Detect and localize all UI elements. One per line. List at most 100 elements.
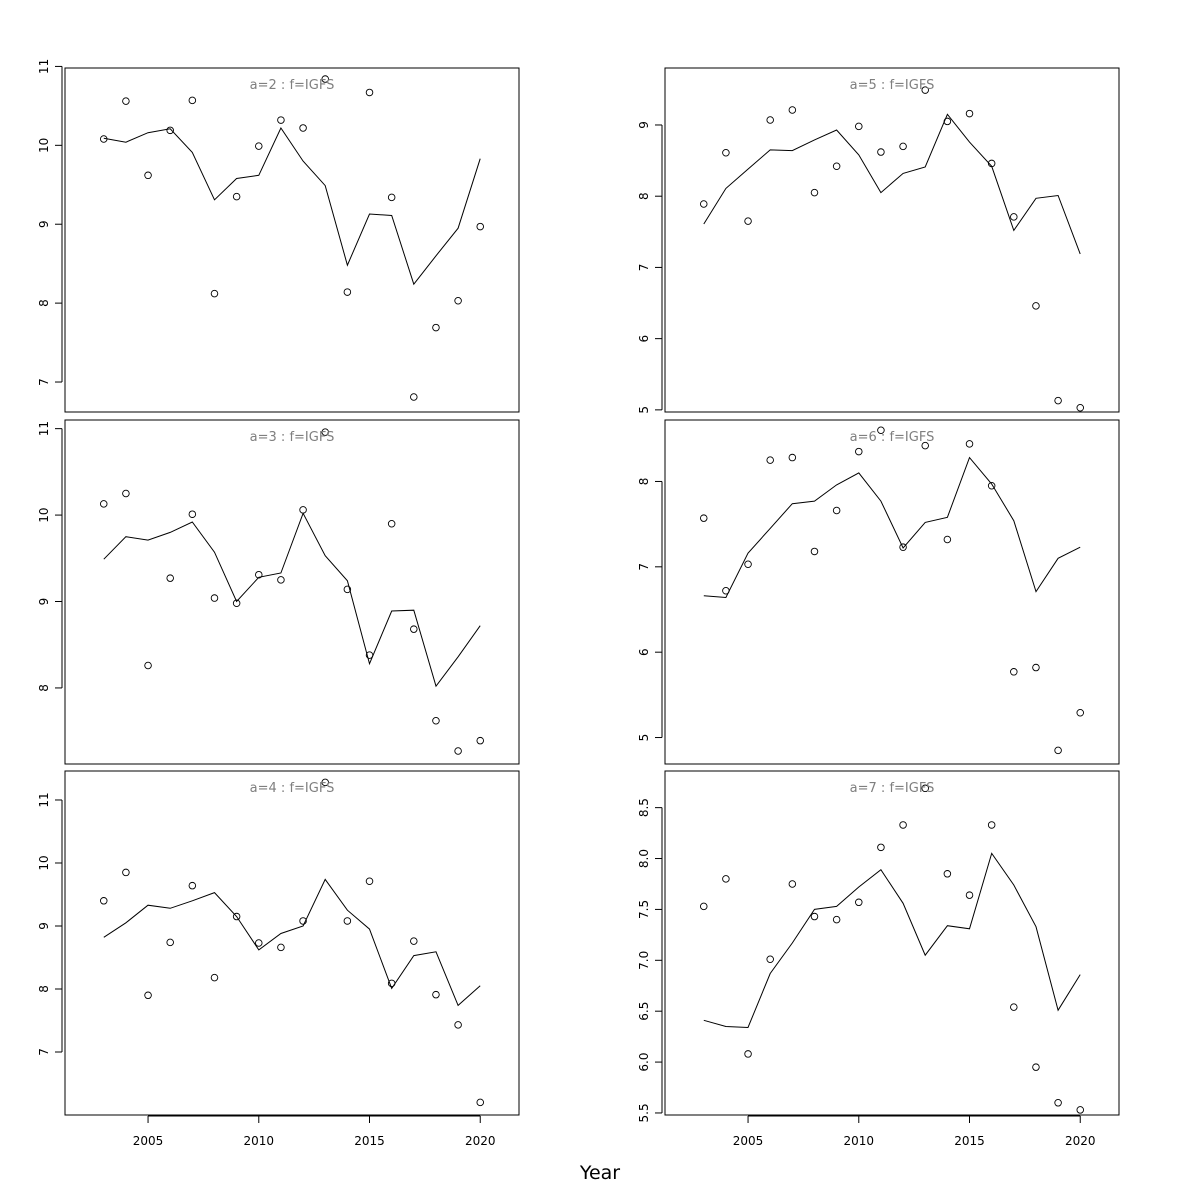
data-point xyxy=(744,560,752,569)
y-tick-label: 11 xyxy=(37,59,51,74)
data-point xyxy=(432,990,440,999)
fitted-line xyxy=(103,126,481,286)
data-point xyxy=(766,456,774,464)
panel-frame xyxy=(64,770,520,1116)
data-point xyxy=(855,122,863,131)
data-point xyxy=(810,547,819,556)
data-point xyxy=(700,902,708,911)
data-point xyxy=(700,200,708,208)
panel-6: 5.5 6.0 6.5 7.0 7.5 8.0 8.5 2005 2010 2015 2020 a=7… xyxy=(637,770,1120,1148)
data-point xyxy=(255,939,263,947)
data-point xyxy=(1032,302,1040,310)
y-tick-label: 11 xyxy=(37,792,51,807)
data-point xyxy=(877,148,885,156)
x-tick-label: 2005 xyxy=(133,1134,164,1148)
data-point xyxy=(855,898,863,907)
data-point xyxy=(766,955,774,964)
data-point xyxy=(144,661,152,670)
data-point xyxy=(744,217,752,225)
panel-2: 8 9 10 11 a=3 : f=IGFS xyxy=(37,419,520,765)
data-point xyxy=(832,506,841,515)
data-point xyxy=(855,447,863,456)
data-point xyxy=(365,88,374,97)
y-tick-label: 6.0 xyxy=(637,1053,651,1072)
panel-label: a=5 : f=IGFS xyxy=(850,78,935,93)
x-tick-label: 2020 xyxy=(465,1134,496,1148)
data-point xyxy=(1076,1106,1084,1114)
data-point xyxy=(188,96,197,105)
data-point xyxy=(144,991,152,1000)
data-point xyxy=(1032,1063,1040,1071)
data-point xyxy=(365,877,374,886)
data-point xyxy=(454,1021,462,1029)
y-tick-label: 9 xyxy=(37,220,51,228)
data-point xyxy=(965,109,974,118)
data-point xyxy=(166,938,174,947)
panel-label: a=2 : f=IGFS xyxy=(250,78,335,93)
data-point xyxy=(166,126,174,135)
y-tick-label: 10 xyxy=(37,855,51,870)
panel-5: 5 6 7 8 a=6 : f=IGFS xyxy=(637,419,1120,765)
data-point xyxy=(210,289,219,298)
y-tick-label: 7 xyxy=(37,378,51,386)
data-point xyxy=(832,915,841,924)
data-point xyxy=(343,917,352,925)
data-point xyxy=(899,821,907,829)
data-point xyxy=(1010,668,1018,676)
y-tick-label: 11 xyxy=(37,421,51,436)
panel-label: a=7 : f=IGFS xyxy=(850,781,935,796)
data-point xyxy=(210,594,219,602)
panels: 7 8 9 10 11 a=2 : f=IGFS 8 9 10 11 a=3 : f=IGFS 7 8 9… xyxy=(37,59,1120,1148)
data-point xyxy=(343,585,352,594)
x-axis-label: Year xyxy=(579,1162,620,1184)
y-tick-label: 8 xyxy=(637,192,651,200)
data-point xyxy=(255,570,263,579)
panel-label: a=3 : f=IGFS xyxy=(250,430,335,445)
y-tick-label: 10 xyxy=(37,138,51,153)
data-point xyxy=(722,875,730,883)
data-point xyxy=(788,106,797,114)
x-tick-label: 2020 xyxy=(1065,1134,1096,1148)
data-point xyxy=(454,747,462,755)
panel-4: 5 6 7 8 9 a=5 : f=IGFS xyxy=(637,67,1120,414)
y-tick-label: 8.5 xyxy=(637,798,651,817)
data-point xyxy=(410,937,418,945)
data-point xyxy=(277,943,285,952)
y-tick-label: 8 xyxy=(37,299,51,307)
x-tick-label: 2015 xyxy=(954,1134,985,1148)
data-point xyxy=(321,778,329,787)
data-point xyxy=(1010,213,1018,221)
data-point xyxy=(277,116,285,124)
x-tick-label: 2010 xyxy=(244,1134,275,1148)
data-point xyxy=(810,188,819,197)
y-tick-label: 8 xyxy=(37,985,51,993)
y-tick-label: 9 xyxy=(37,598,51,606)
data-point xyxy=(788,880,797,888)
y-tick-label: 10 xyxy=(37,507,51,522)
y-tick-label: 8 xyxy=(637,478,651,486)
data-point xyxy=(255,142,263,150)
data-point xyxy=(476,1098,484,1107)
y-tick-label: 9 xyxy=(637,121,651,129)
data-point xyxy=(700,514,708,522)
data-point xyxy=(232,192,241,201)
data-point xyxy=(943,117,952,126)
panel-frame xyxy=(64,67,520,413)
data-point xyxy=(343,288,352,296)
y-tick-label: 7.0 xyxy=(637,951,651,970)
data-point xyxy=(766,116,774,124)
y-tick-label: 8.0 xyxy=(637,849,651,868)
data-point xyxy=(476,736,484,745)
data-point xyxy=(321,75,329,83)
fitted-line xyxy=(103,878,481,1007)
data-point xyxy=(1054,1099,1062,1107)
panel-1: 7 8 9 10 11 a=2 : f=IGFS xyxy=(37,59,520,413)
data-point xyxy=(987,159,996,168)
data-point xyxy=(921,441,929,450)
data-point xyxy=(277,576,285,584)
data-point xyxy=(100,897,108,905)
data-point xyxy=(921,784,929,793)
y-tick-label: 8 xyxy=(37,684,51,692)
x-tick-label: 2015 xyxy=(354,1134,385,1148)
